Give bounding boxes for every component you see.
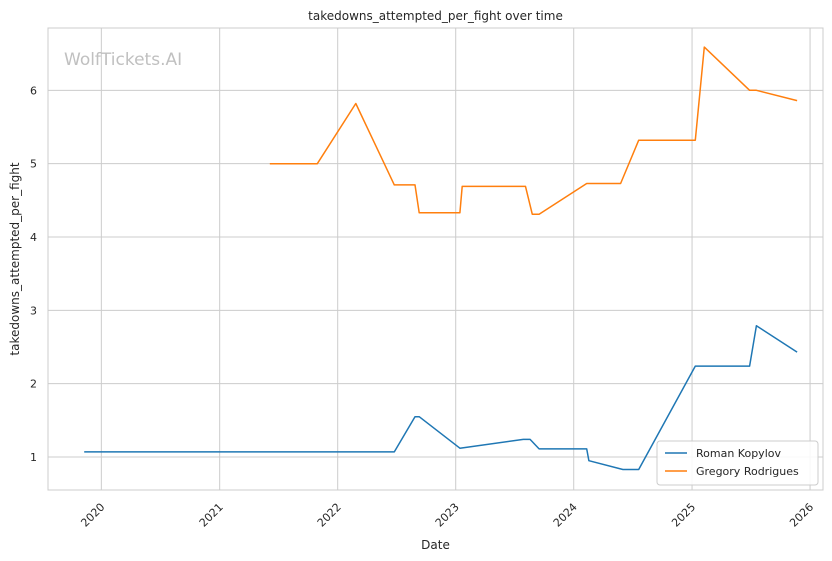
legend-label: Roman Kopylov [696,447,781,460]
plot-area [47,27,824,491]
legend: Roman Kopylov Gregory Rodrigues [656,440,819,486]
y-axis-title: takedowns_attempted_per_fight [8,162,22,355]
series-line-roman-kopylov [84,324,798,471]
y-tick-label: 2 [30,378,37,391]
series-line-gregory-rodrigues [269,46,798,216]
series-group [84,46,798,471]
grid [48,28,823,490]
y-tick-label: 6 [30,84,37,97]
y-tick-label: 5 [30,158,37,171]
legend-label: Gregory Rodrigues [696,465,799,478]
y-axis-ticks: 1 2 3 4 5 6 [30,84,37,464]
y-tick-label: 4 [30,231,37,244]
y-tick-label: 1 [30,451,37,464]
legend-box [656,440,819,486]
watermark-text: WolfTickets.AI [64,50,182,70]
chart-title: takedowns_attempted_per_fight over time [308,9,563,23]
y-tick-label: 3 [30,304,37,317]
x-axis-title: Date [421,538,450,552]
